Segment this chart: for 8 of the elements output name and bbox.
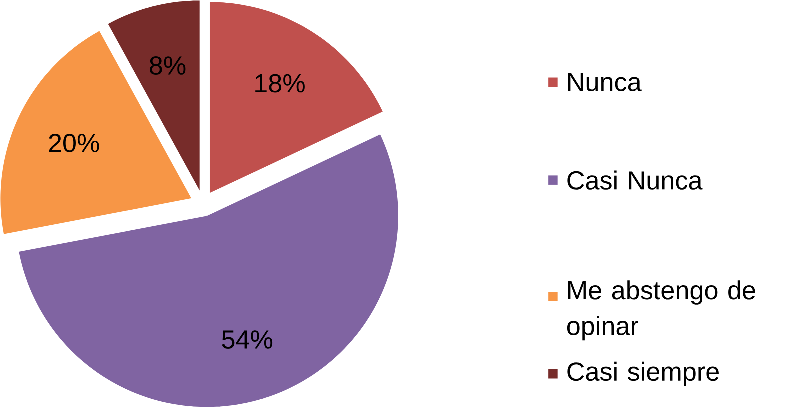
legend-label: Nunca	[568, 73, 642, 92]
legend-label: Me abstengo de opinar	[567, 280, 756, 341]
data-label: 20%	[49, 134, 100, 153]
data-label: 18%	[256, 74, 305, 93]
data-label: 54%	[222, 330, 273, 350]
legend-label: Casi Nunca	[568, 170, 703, 190]
data-label: 8%	[150, 56, 186, 76]
legend-label: Casi siempre	[568, 362, 719, 386]
